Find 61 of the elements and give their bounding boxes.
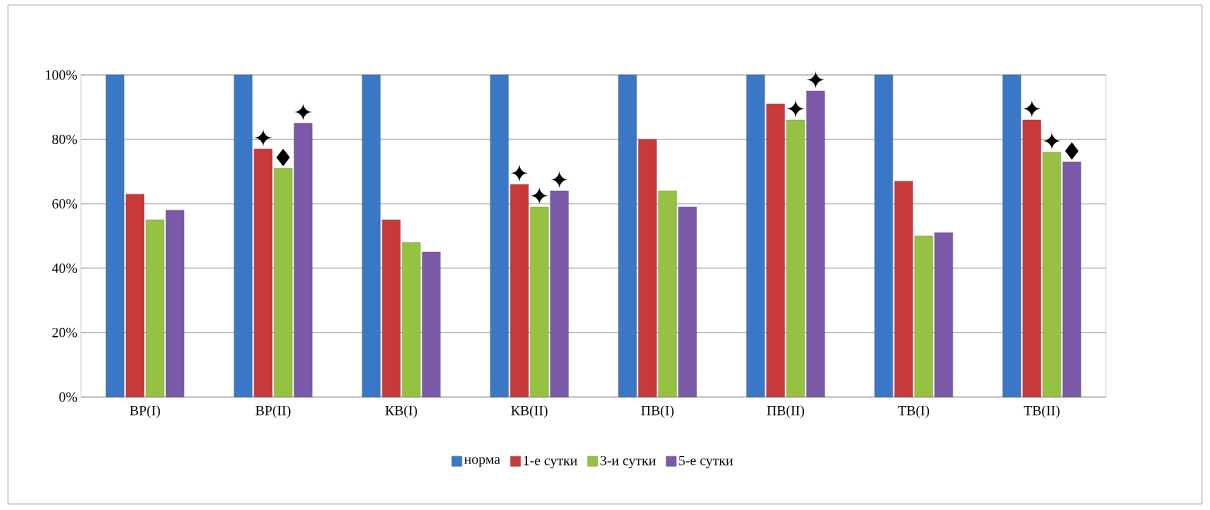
bar (253, 148, 273, 398)
bar (1022, 119, 1042, 398)
legend-label: 1-е сутки (523, 455, 578, 469)
bar (490, 74, 509, 398)
data-label: ✦ (1042, 131, 1061, 151)
bar (678, 206, 697, 398)
bar (786, 119, 805, 398)
data-label: ✦ (254, 128, 273, 147)
data-label: ✦ (1022, 99, 1041, 118)
bar (125, 193, 145, 398)
bar (510, 184, 529, 398)
legend-label: 3-и сутки (600, 455, 656, 469)
bar (658, 190, 677, 398)
bar (530, 206, 549, 398)
data-label: ♦ (1065, 142, 1079, 160)
data-label: ✦ (294, 102, 313, 122)
data-label: ✦ (530, 186, 549, 205)
bar (105, 74, 125, 398)
data-label: ♦ (276, 148, 290, 167)
x-tick-label: ТВ(II) (1023, 405, 1060, 419)
bar (1002, 74, 1022, 398)
x-tick-label: ТВ(I) (898, 405, 930, 419)
x-tick-label: ПВ(II) (766, 405, 805, 419)
x-tick-label: ВР(II) (255, 405, 291, 419)
y-tick-label: 100% (46, 70, 77, 80)
y-tick-label: 40% (52, 263, 77, 273)
bar (382, 219, 401, 398)
bar (402, 242, 421, 398)
y-tick-label: 60% (52, 199, 77, 209)
x-tick-label: КВ(II) (511, 405, 548, 419)
bar (233, 74, 253, 398)
x-tick-label: КВ(I) (385, 405, 417, 419)
data-label: ✦ (806, 70, 825, 89)
bar (422, 251, 441, 398)
bar (145, 219, 165, 398)
bar (914, 235, 933, 398)
legend-label: норма (464, 457, 501, 467)
bar (806, 90, 825, 398)
bar (746, 74, 765, 398)
x-tick-label: ПВ(I) (641, 405, 674, 419)
y-tick-label: 20% (52, 327, 77, 338)
data-label: ✦ (510, 164, 529, 183)
bar (165, 210, 185, 398)
data-label: ✦ (786, 99, 805, 118)
bar (874, 74, 893, 398)
x-tick-label: ВР(I) (129, 405, 160, 419)
data-label: ✦ (550, 170, 569, 189)
bar (638, 139, 657, 398)
bar (1062, 161, 1082, 398)
y-tick-label: 80% (52, 134, 77, 145)
bar (618, 74, 637, 398)
bar (894, 181, 913, 398)
bar (1042, 152, 1062, 398)
bar (293, 123, 313, 398)
bar (934, 232, 953, 398)
legend-label: 5-е сутки (679, 455, 733, 469)
y-tick-label: 0% (59, 392, 77, 402)
bar (550, 190, 569, 398)
bar (273, 168, 293, 398)
bar (766, 103, 785, 398)
bar (362, 74, 381, 398)
